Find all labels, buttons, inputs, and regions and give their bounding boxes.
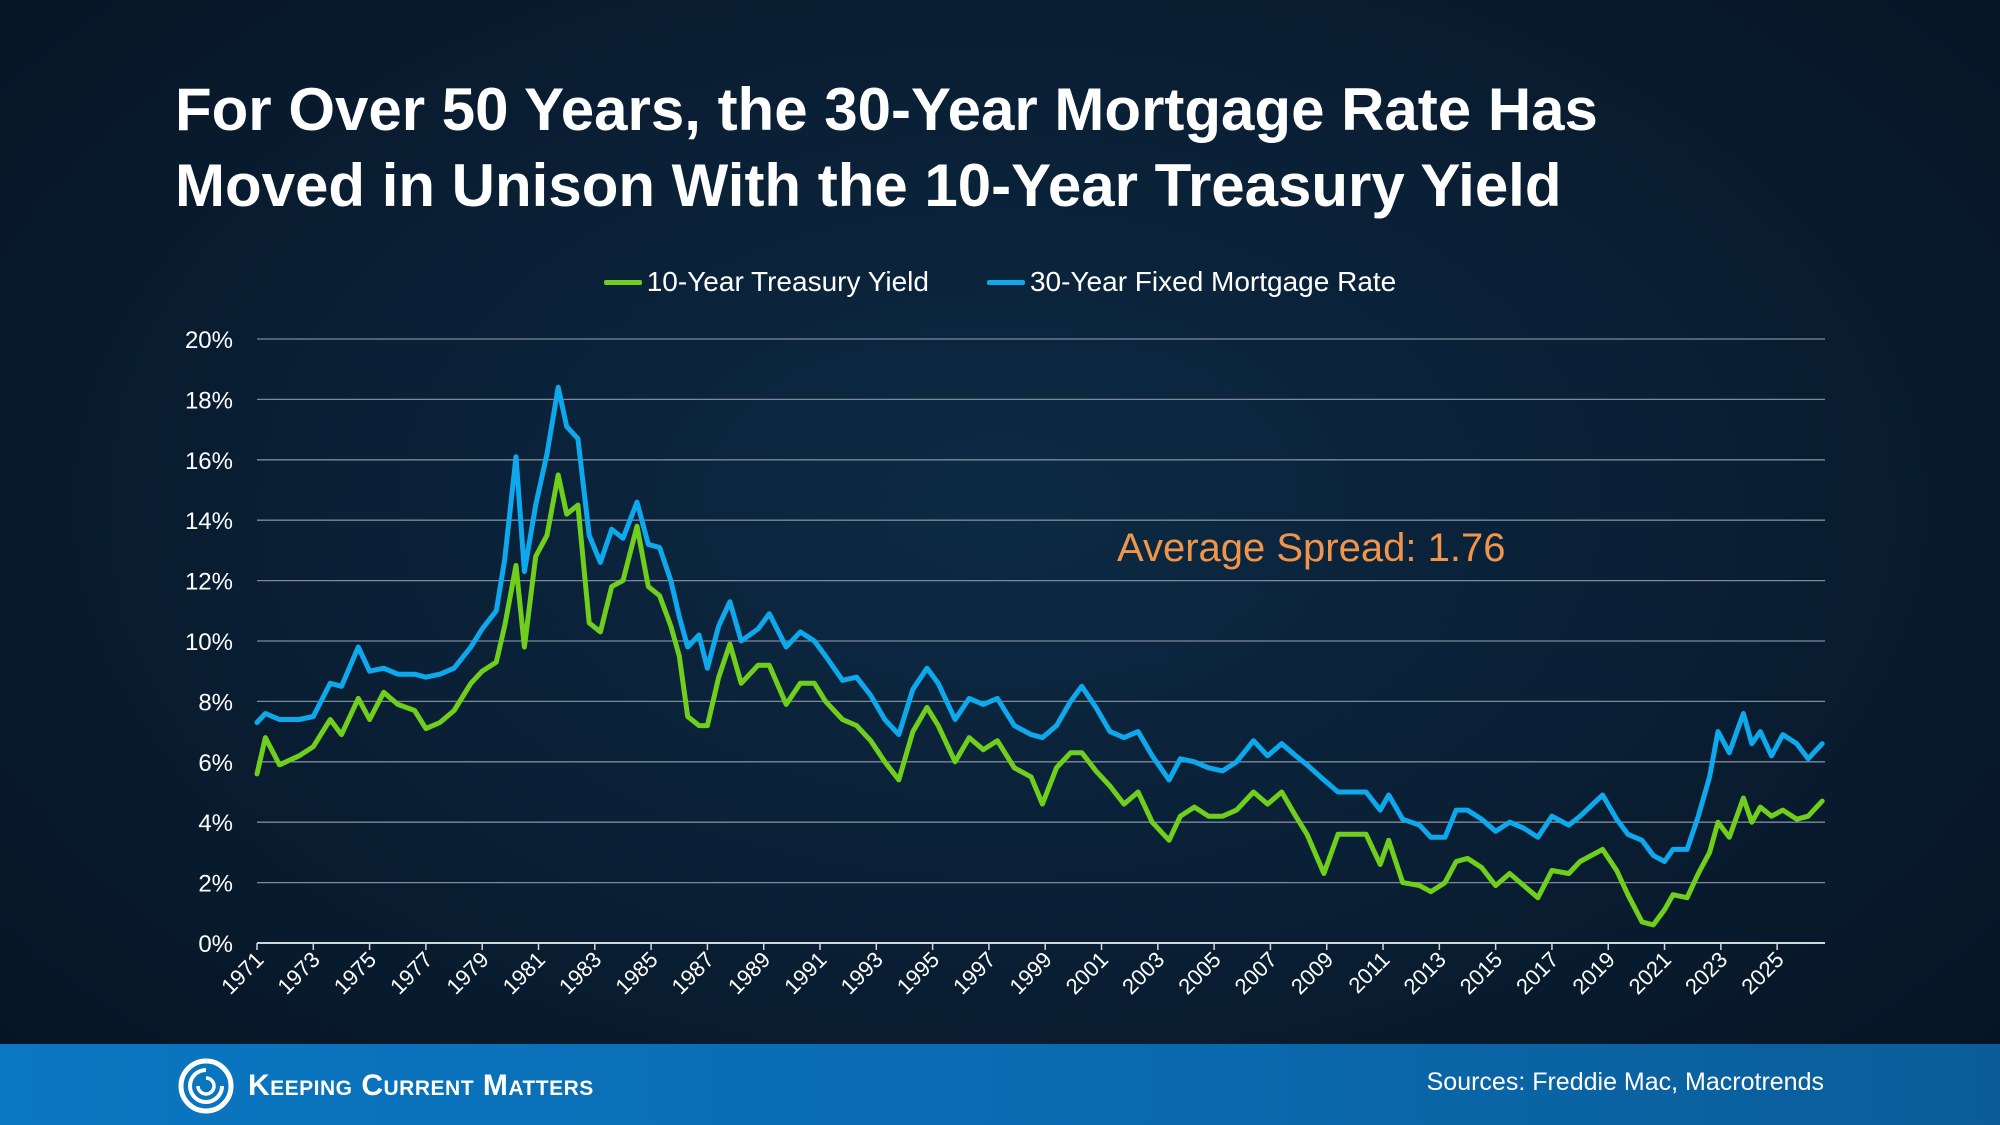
x-tick-label: 2021 bbox=[1624, 947, 1676, 999]
x-tick-label: 1995 bbox=[892, 947, 944, 999]
legend-swatch-mortgage bbox=[986, 279, 1025, 285]
x-tick-label: 2025 bbox=[1736, 947, 1788, 999]
y-tick-label: 0% bbox=[198, 931, 233, 958]
average-spread-annotation: Average Spread: 1.76 bbox=[1117, 526, 1506, 570]
y-tick-label: 6% bbox=[198, 750, 233, 777]
sources-text: Sources: Freddie Mac, Macrotrends bbox=[1426, 1068, 1824, 1096]
y-tick-label: 16% bbox=[185, 448, 233, 475]
x-tick-label: 2023 bbox=[1680, 947, 1732, 999]
y-tick-label: 8% bbox=[198, 689, 233, 716]
title-line-1: For Over 50 Years, the 30-Year Mortgage … bbox=[175, 76, 1598, 143]
y-tick-label: 14% bbox=[185, 508, 233, 535]
footer-bar: Keeping Current Matters Sources: Freddie… bbox=[0, 1044, 2000, 1125]
y-tick-label: 18% bbox=[185, 387, 233, 414]
x-tick-label: 1979 bbox=[441, 947, 493, 999]
x-tick-label: 1973 bbox=[273, 947, 325, 999]
y-tick-label: 12% bbox=[185, 569, 233, 596]
x-tick-label: 2013 bbox=[1399, 947, 1451, 999]
x-tick-label: 2019 bbox=[1567, 947, 1619, 999]
x-tick-label: 2001 bbox=[1061, 947, 1113, 999]
x-tick-label: 2015 bbox=[1455, 947, 1507, 999]
series-line-treasury bbox=[254, 472, 1825, 928]
legend-label-treasury: 10-Year Treasury Yield bbox=[646, 266, 929, 297]
x-tick-label: 2009 bbox=[1286, 947, 1338, 999]
chart-legend: 10-Year Treasury Yield 30-Year Fixed Mor… bbox=[0, 266, 2000, 298]
logo-text: Keeping Current Matters bbox=[248, 1069, 594, 1102]
x-tick-label: 1983 bbox=[554, 947, 606, 999]
y-tick-label: 20% bbox=[185, 327, 233, 354]
title-line-2: Moved in Unison With the 10-Year Treasur… bbox=[175, 152, 1562, 219]
x-tick-label: 1991 bbox=[779, 947, 831, 999]
y-tick-label: 10% bbox=[185, 629, 233, 656]
x-tick-label: 1977 bbox=[385, 947, 437, 999]
y-tick-label: 2% bbox=[198, 871, 233, 898]
line-chart: 0%2%4%6%8%10%12%14%16%18%20%1971 1973 1975… bbox=[185, 327, 1825, 999]
legend-item-mortgage: 30-Year Fixed Mortgage Rate bbox=[986, 266, 1397, 298]
x-tick-label: 2003 bbox=[1117, 947, 1169, 999]
x-tick-label: 1985 bbox=[610, 947, 662, 999]
x-tick-label: 1999 bbox=[1004, 947, 1056, 999]
x-tick-label: 2007 bbox=[1230, 947, 1282, 999]
x-tick-label: 1981 bbox=[498, 947, 550, 999]
x-tick-label: 1993 bbox=[836, 947, 888, 999]
x-tick-label: 2017 bbox=[1511, 947, 1563, 999]
legend-item-treasury: 10-Year Treasury Yield bbox=[603, 266, 929, 298]
swirl-logo-icon bbox=[178, 1058, 234, 1114]
x-tick-label: 1975 bbox=[329, 947, 381, 999]
x-tick-label: 1989 bbox=[723, 947, 775, 999]
x-tick-label: 2005 bbox=[1173, 947, 1225, 999]
x-tick-label: 1997 bbox=[948, 947, 1000, 999]
series-line-mortgage bbox=[254, 384, 1825, 864]
y-tick-label: 4% bbox=[198, 810, 233, 837]
legend-swatch-treasury bbox=[603, 279, 642, 285]
x-tick-label: 2011 bbox=[1343, 947, 1394, 998]
kcm-logo: Keeping Current Matters bbox=[178, 1058, 594, 1114]
x-tick-label: 1987 bbox=[667, 947, 719, 999]
page-title: For Over 50 Years, the 30-Year Mortgage … bbox=[175, 72, 1875, 224]
legend-label-mortgage: 30-Year Fixed Mortgage Rate bbox=[1029, 266, 1397, 297]
